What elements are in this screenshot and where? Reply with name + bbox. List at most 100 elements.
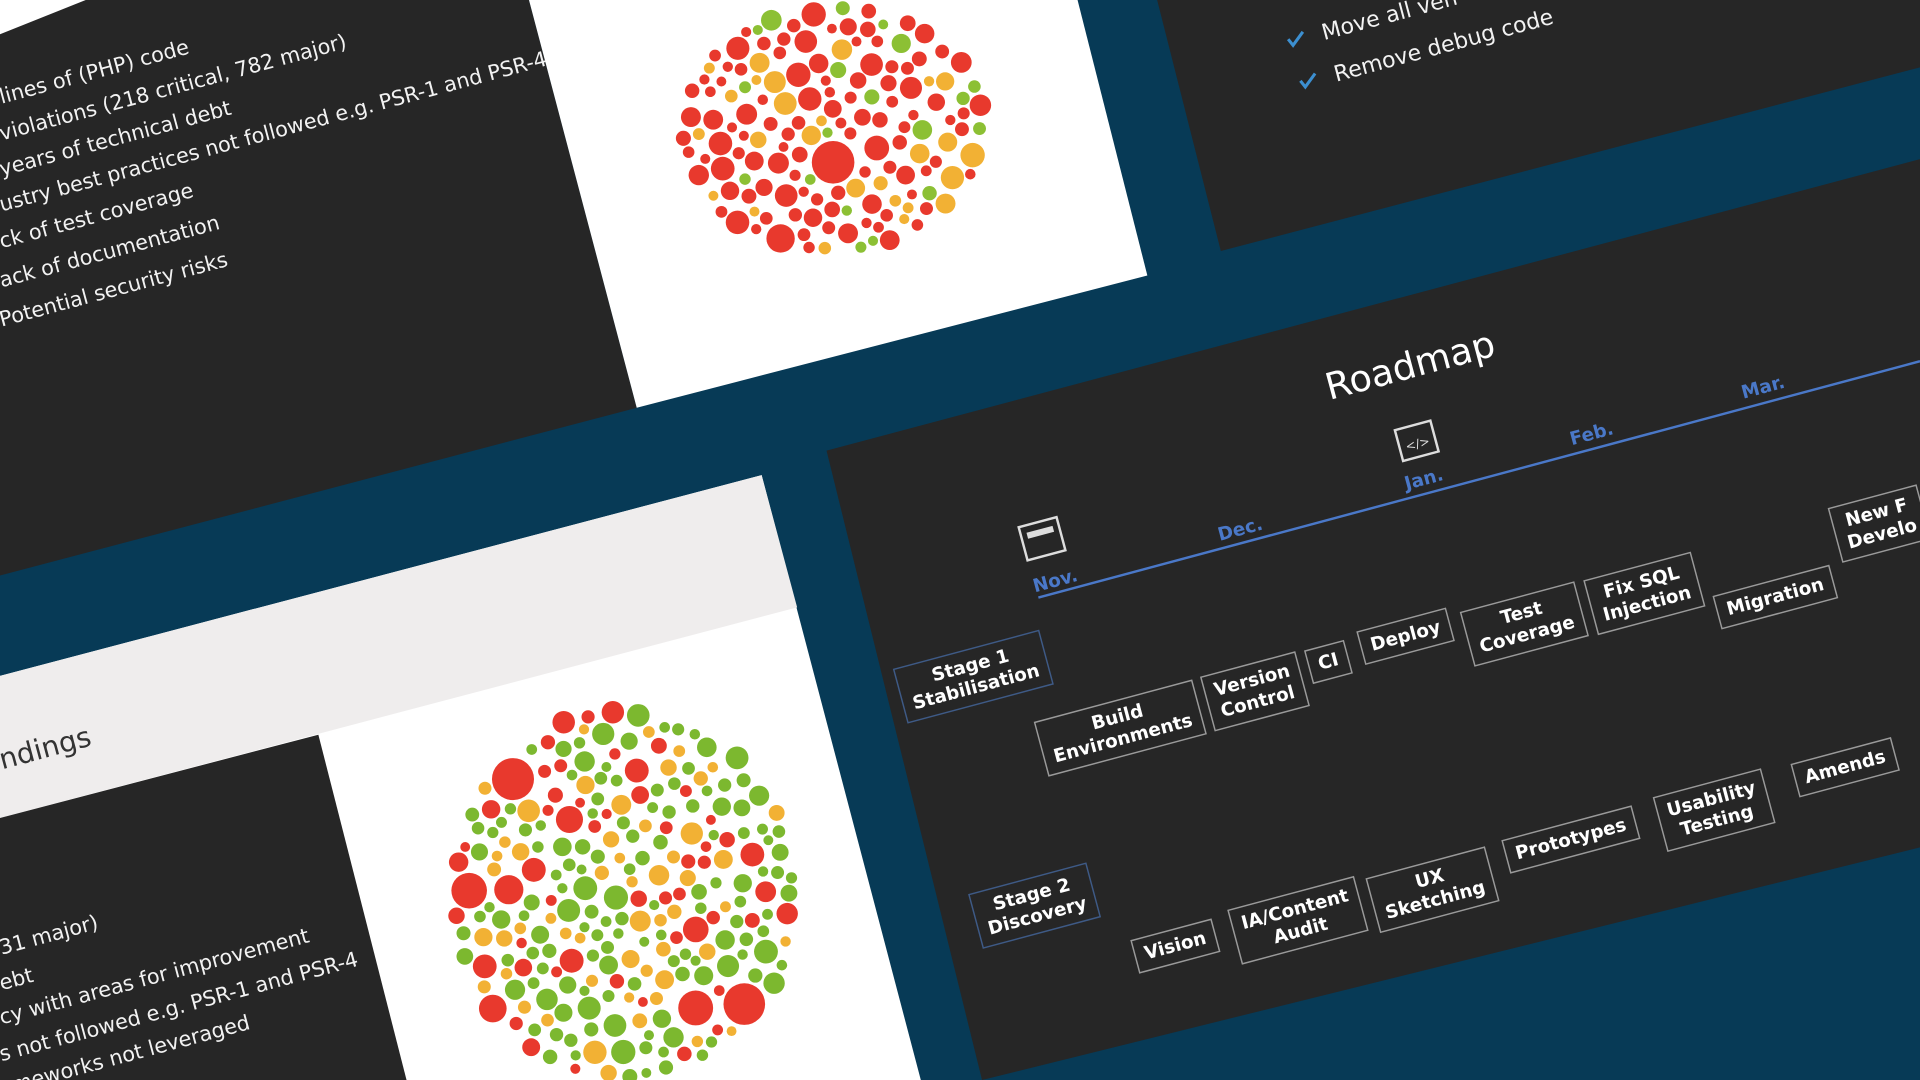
bubble: [873, 176, 888, 191]
bubble: [737, 827, 750, 839]
bubble: [754, 939, 778, 964]
bubble: [656, 941, 671, 957]
bubble: [726, 36, 750, 60]
bubble: [908, 109, 919, 121]
bubble: [712, 797, 731, 816]
bubble: [763, 835, 774, 846]
bubble: [823, 99, 842, 118]
bubble: [547, 787, 563, 803]
bubble: [956, 91, 970, 106]
task-box: [1033, 679, 1207, 777]
bubble: [540, 735, 556, 750]
task-box: [1365, 846, 1500, 934]
bubble: [835, 1, 850, 16]
bubble: [631, 786, 650, 804]
bubble: [518, 823, 533, 837]
bubble: [474, 928, 493, 947]
task-box: [1356, 607, 1455, 666]
bubble: [768, 804, 785, 821]
bubble: [448, 852, 469, 872]
bubble: [629, 910, 651, 932]
bubble: [451, 872, 487, 909]
bubble: [693, 771, 708, 786]
bubble: [499, 836, 511, 848]
bubble: [566, 769, 578, 781]
bubble: [686, 799, 700, 813]
bubble: [470, 843, 489, 861]
bubble: [911, 51, 927, 67]
bubble: [456, 926, 471, 941]
bubble: [514, 958, 533, 977]
bubble: [532, 841, 544, 853]
bubble: [864, 89, 880, 105]
bubble: [647, 802, 659, 814]
bubble: [923, 76, 935, 87]
bubble: [723, 983, 766, 1025]
slide-issues-chart: [528, 0, 1148, 408]
bubble: [899, 15, 916, 32]
bubble: [771, 866, 785, 880]
bubble: [715, 205, 728, 218]
bubble: [900, 61, 914, 75]
bubble: [630, 890, 647, 907]
bubble: [639, 936, 650, 947]
bubble: [659, 821, 673, 835]
bubble: [798, 87, 822, 111]
bubble: [682, 146, 695, 158]
bubble: [545, 894, 557, 906]
bubble: [610, 774, 623, 787]
slide-issues-panel: [0, 0, 637, 576]
bubble: [694, 966, 714, 986]
bubble: [938, 132, 958, 152]
bubble: [624, 992, 635, 1003]
bubble: [739, 173, 751, 185]
bubble: [739, 932, 754, 947]
bubble: [705, 1036, 718, 1048]
bubble: [542, 943, 557, 958]
bubble: [872, 112, 888, 128]
bubble: [718, 778, 732, 792]
bubble: [460, 842, 471, 852]
bubble: [965, 168, 976, 180]
bubble: [701, 785, 713, 797]
bubble: [879, 230, 900, 250]
bubble: [601, 940, 615, 954]
bubble: [873, 221, 884, 233]
bubble: [487, 862, 502, 877]
bubble: [522, 1038, 541, 1057]
bubble: [573, 737, 586, 749]
bubble: [778, 141, 789, 152]
bubble: [679, 869, 696, 887]
bubble: [786, 62, 811, 87]
bubble: [756, 823, 768, 835]
bubble: [692, 128, 705, 141]
bubble: [611, 1039, 636, 1065]
bubble: [579, 985, 590, 996]
bubble: [827, 23, 837, 34]
bubble: [726, 122, 738, 133]
bubble: [773, 46, 787, 60]
bubble: [773, 92, 797, 115]
bubble: [794, 30, 818, 53]
bubble: [557, 898, 581, 922]
task-box: [1459, 581, 1589, 667]
bubble: [668, 777, 681, 790]
bubble: [878, 19, 889, 30]
bubble: [521, 857, 546, 882]
bubble: [555, 740, 572, 758]
bubble: [785, 872, 798, 884]
bubble: [474, 910, 486, 923]
roadmap-slide: [826, 159, 1920, 1080]
bubble: [494, 875, 524, 905]
bubble: [690, 955, 701, 966]
bubble: [553, 837, 572, 857]
bubble: [709, 49, 721, 62]
bubble: [624, 758, 649, 783]
bubble: [831, 39, 853, 60]
bubble-cluster: [448, 701, 798, 1080]
bubble: [623, 863, 636, 875]
bubble: [911, 219, 924, 231]
bubble: [716, 76, 727, 87]
task-box: [1501, 805, 1641, 874]
bubble: [601, 808, 612, 820]
